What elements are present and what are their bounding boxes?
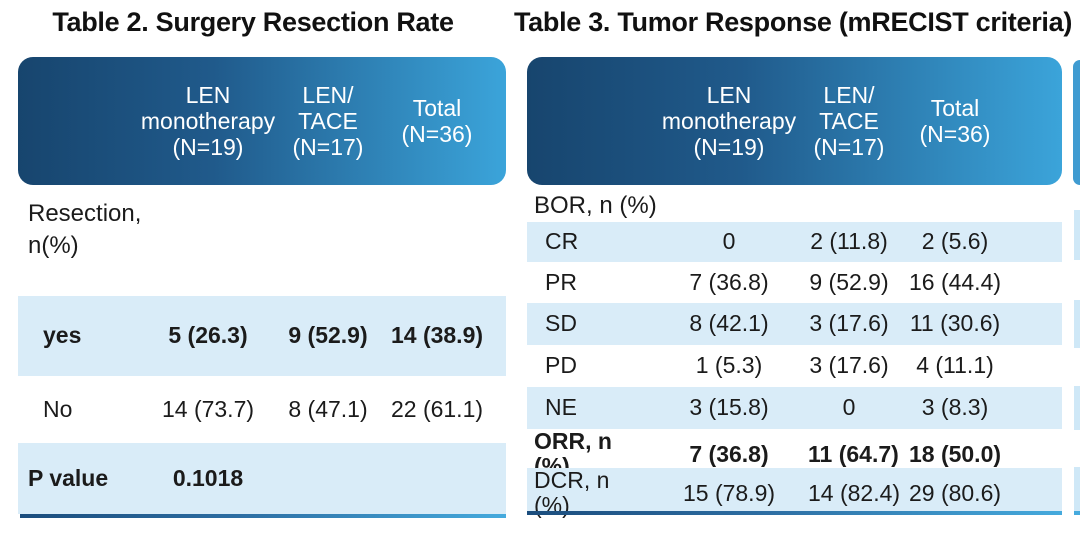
adjacent-table-stripe-fragment xyxy=(1074,210,1080,260)
cell-value: 7 (36.8) xyxy=(689,440,769,467)
cell-value: 5 (26.3) xyxy=(168,322,248,349)
cell-value: 11 (64.7) xyxy=(808,440,899,467)
cell-value: 14 (73.7) xyxy=(161,395,255,422)
cell-value: 11 (30.6) xyxy=(909,310,1001,337)
cell-value: 2 (5.6) xyxy=(921,228,989,255)
row-label: P value xyxy=(28,464,109,491)
table3-col-len-monotherapy: LEN monotherapy (N=19) xyxy=(661,82,797,160)
table2-row-pvalue: P value 0.1018 xyxy=(18,443,506,514)
table3-row-sd: SD 8 (42.1) 3 (17.6) 11 (30.6) xyxy=(527,303,1062,345)
cell-value: 9 (52.9) xyxy=(288,322,368,349)
adjacent-table-stripe-fragment xyxy=(1074,300,1080,348)
table2-bottom-rule xyxy=(20,514,506,518)
cell-value: 29 (80.6) xyxy=(908,479,1002,506)
table3-row-pr: PR 7 (36.8) 9 (52.9) 16 (44.4) xyxy=(527,262,1062,303)
table2-section-label: Resection, n(%) xyxy=(28,200,142,259)
cell-value: 4 (11.1) xyxy=(916,352,994,379)
table2-col-total: Total (N=36) xyxy=(401,95,473,147)
row-label: No xyxy=(43,395,73,422)
adjacent-table-rule-fragment xyxy=(1074,511,1080,515)
row-label: yes xyxy=(43,322,82,349)
table2-row-yes: yes 5 (26.3) 9 (52.9) 14 (38.9) xyxy=(18,296,506,376)
cell-value: 14 (82.4) xyxy=(808,479,901,506)
table3-section-label: BOR, n (%) xyxy=(534,192,657,219)
table3-row-pd: PD 1 (5.3) 3 (17.6) 4 (11.1) xyxy=(527,345,1062,387)
cell-value: 22 (61.1) xyxy=(390,395,484,422)
row-label: SD xyxy=(545,310,577,337)
row-label: NE xyxy=(545,394,577,421)
table2-col-len-monotherapy: LEN monotherapy (N=19) xyxy=(140,82,276,160)
cell-value: 0 xyxy=(842,394,856,421)
row-label: PR xyxy=(545,268,577,295)
table2-header: LEN monotherapy (N=19) LEN/ TACE (N=17) … xyxy=(18,57,506,185)
table3-row-dcr: DCR, n (%) 15 (78.9) 14 (82.4) 29 (80.6) xyxy=(527,467,1062,518)
row-label: CR xyxy=(545,228,579,255)
adjacent-table-header-fragment xyxy=(1073,60,1080,185)
cell-value: 8 (42.1) xyxy=(689,310,769,337)
table3-title: Table 3. Tumor Response (mRECIST criteri… xyxy=(513,7,1073,37)
adjacent-table-stripe-fragment xyxy=(1074,467,1080,511)
cell-value: 3 (8.3) xyxy=(921,394,989,421)
cell-value: 3 (17.6) xyxy=(809,310,889,337)
table3-bottom-rule xyxy=(527,511,1062,515)
table3-row-cr: CR 0 2 (11.8) 2 (5.6) xyxy=(527,222,1062,262)
cell-value: 3 (17.6) xyxy=(809,352,889,379)
cell-value: 15 (78.9) xyxy=(682,479,776,506)
adjacent-table-stripe-fragment xyxy=(1074,386,1080,430)
table3-col-len-tace: LEN/ TACE (N=17) xyxy=(813,82,885,160)
cell-value: 0 xyxy=(722,228,736,255)
cell-value: 18 (50.0) xyxy=(908,440,1002,467)
row-label: PD xyxy=(545,352,577,379)
table2-col-len-tace: LEN/ TACE (N=17) xyxy=(292,82,364,160)
cell-value: 0.1018 xyxy=(172,464,244,491)
table3-row-ne: NE 3 (15.8) 0 3 (8.3) xyxy=(527,387,1062,429)
table3-row-orr: ORR, n (%) 7 (36.8) 11 (64.7) 18 (50.0) xyxy=(527,428,1062,478)
cell-value: 1 (5.3) xyxy=(695,352,763,379)
cell-value: 9 (52.9) xyxy=(809,268,889,295)
table3-col-total: Total (N=36) xyxy=(919,95,991,147)
cell-value: 16 (44.4) xyxy=(908,268,1002,295)
cell-value: 3 (15.8) xyxy=(689,394,769,421)
cell-value: 8 (47.1) xyxy=(288,395,368,422)
cell-value: 7 (36.8) xyxy=(689,268,769,295)
table2-row-no: No 14 (73.7) 8 (47.1) 22 (61.1) xyxy=(18,376,506,443)
table3-header: LEN monotherapy (N=19) LEN/ TACE (N=17) … xyxy=(527,57,1062,185)
table2-title: Table 2. Surgery Resection Rate xyxy=(52,7,454,37)
cell-value: 14 (38.9) xyxy=(390,322,484,349)
row-label: ORR, n (%) xyxy=(534,428,612,480)
cell-value: 2 (11.8) xyxy=(810,228,888,255)
